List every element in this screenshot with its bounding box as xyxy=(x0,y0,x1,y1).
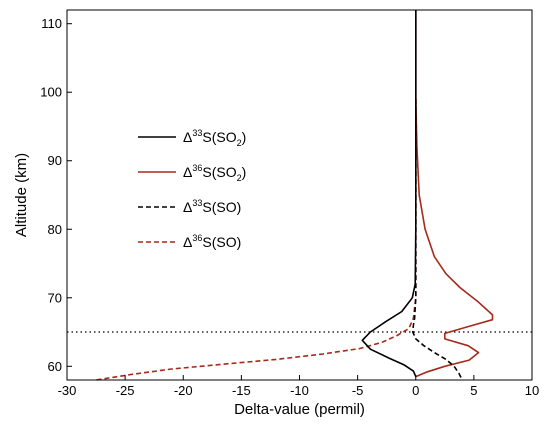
x-tick-label: 10 xyxy=(525,383,539,398)
y-tick-label: 60 xyxy=(48,359,62,374)
tick-layer: -30 -25 -20 -15 -10 -5 0 5 10 60 70 80 90 100 110 xyxy=(40,16,539,398)
series-line-3 xyxy=(95,99,417,381)
x-tick-label: -5 xyxy=(352,383,364,398)
legend: Δ33S(SO2) Δ36S(SO2) Δ33S(SO) Δ36S(SO) xyxy=(138,128,246,250)
series-layer xyxy=(95,10,494,381)
y-tick-label: 100 xyxy=(40,85,62,100)
x-tick-label: -15 xyxy=(232,383,251,398)
series-line-2 xyxy=(412,99,464,381)
series-line-0 xyxy=(361,10,417,377)
x-tick-label: 5 xyxy=(470,383,477,398)
legend-label-2: Δ33S(SO) xyxy=(183,198,241,215)
y-axis-title: Altitude (km) xyxy=(13,153,30,237)
y-tick-label: 110 xyxy=(41,16,62,31)
x-tick-label: -30 xyxy=(58,383,77,398)
x-tick-label: -20 xyxy=(174,383,193,398)
plot-frame xyxy=(66,9,533,381)
x-tick-label: -25 xyxy=(116,383,135,398)
legend-label-1: Δ36S(SO2) xyxy=(183,163,246,183)
y-tick-label: 90 xyxy=(48,153,62,168)
legend-label-3: Δ36S(SO) xyxy=(183,233,241,250)
y-tick-label: 80 xyxy=(48,222,62,237)
x-tick-label: -10 xyxy=(290,383,309,398)
x-tick-label: 0 xyxy=(412,383,419,398)
series-line-1 xyxy=(415,10,494,378)
legend-label-0: Δ33S(SO2) xyxy=(183,128,246,148)
x-axis-title: Delta-value (permil) xyxy=(234,401,365,418)
y-tick-label: 70 xyxy=(48,290,62,305)
